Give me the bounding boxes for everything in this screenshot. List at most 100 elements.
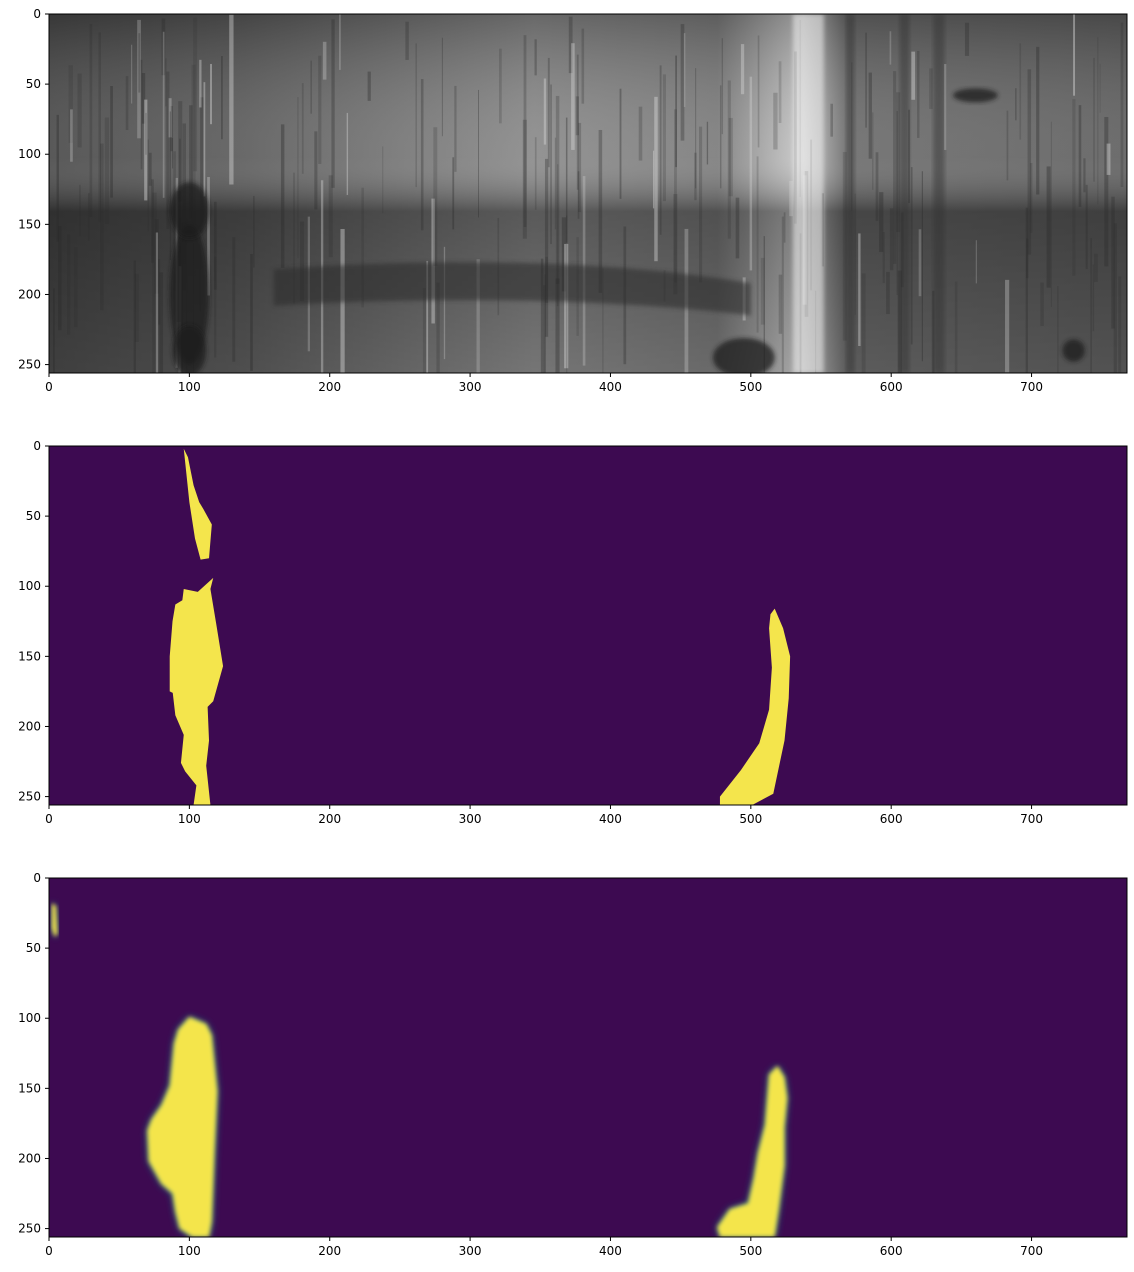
surface-streak xyxy=(1036,46,1040,195)
x-tick-label: 400 xyxy=(599,380,622,394)
surface-streak xyxy=(1120,22,1124,187)
y-tick-label: 150 xyxy=(18,1081,41,1095)
surface-streak xyxy=(422,288,426,373)
surface-streak xyxy=(1078,105,1082,207)
surface-streak xyxy=(138,33,141,93)
surface-streak xyxy=(581,28,585,104)
surface-streak xyxy=(550,84,552,245)
surface-streak xyxy=(213,201,217,290)
x-tick-label: 100 xyxy=(178,812,201,826)
surface-streak xyxy=(89,23,93,218)
x-tick-label: 500 xyxy=(739,812,762,826)
surface-streak xyxy=(232,237,236,362)
x-tick-label: 0 xyxy=(45,380,53,394)
dark-defect xyxy=(172,325,207,373)
surface-streak xyxy=(534,137,537,210)
surface-streak xyxy=(125,76,129,131)
surface-streak xyxy=(680,24,685,141)
surface-streak xyxy=(719,85,722,189)
surface-streak xyxy=(523,35,527,227)
surface-streak xyxy=(145,112,147,155)
surface-streak xyxy=(154,219,159,294)
surface-streak xyxy=(943,64,947,150)
x-tick-label: 400 xyxy=(599,1244,622,1258)
surface-streak xyxy=(1027,69,1032,255)
x-tick-label: 600 xyxy=(880,1244,903,1258)
surface-streak xyxy=(694,152,697,201)
surface-streak xyxy=(638,106,643,161)
x-tick-label: 600 xyxy=(880,380,903,394)
mask-region xyxy=(183,448,212,560)
surface-streak xyxy=(229,14,234,185)
surface-streak xyxy=(87,193,90,241)
mask-region xyxy=(147,1016,218,1237)
surface-streak xyxy=(728,117,733,197)
y-tick-label: 150 xyxy=(18,217,41,231)
x-tick-label: 400 xyxy=(599,812,622,826)
surface-streak xyxy=(134,273,139,342)
surface-streak xyxy=(683,33,686,108)
surface-streak xyxy=(706,121,709,165)
surface-streak xyxy=(1083,158,1086,193)
surface-streak xyxy=(598,129,603,293)
surface-streak xyxy=(214,256,217,358)
dark-defect xyxy=(712,337,775,373)
surface-streak xyxy=(346,112,349,195)
surface-streak xyxy=(361,187,364,308)
panel-2-image xyxy=(49,446,1127,805)
y-tick-label: 50 xyxy=(26,77,41,91)
x-tick-label: 300 xyxy=(459,380,482,394)
surface-streak xyxy=(673,193,678,295)
surface-streak xyxy=(577,171,580,219)
surface-streak xyxy=(140,59,143,170)
x-tick-label: 0 xyxy=(45,812,53,826)
surface-streak xyxy=(420,78,424,231)
surface-streak xyxy=(889,31,892,65)
surface-streak xyxy=(1005,279,1010,373)
x-tick-label: 200 xyxy=(318,380,341,394)
surface-streak xyxy=(169,111,171,260)
surface-streak xyxy=(147,139,149,232)
surface-streak xyxy=(1073,14,1076,96)
surface-streak xyxy=(778,61,782,124)
surface-streak xyxy=(889,208,894,271)
surface-streak xyxy=(1097,37,1099,205)
surface-streak xyxy=(68,65,73,143)
surface-streak xyxy=(110,86,113,198)
surface-streak xyxy=(77,73,82,148)
surface-streak xyxy=(756,156,759,333)
x-tick-label: 0 xyxy=(45,1244,53,1258)
surface-streak xyxy=(170,106,173,152)
surface-streak xyxy=(172,138,174,169)
surface-streak xyxy=(740,44,745,95)
surface-streak xyxy=(426,260,429,373)
y-tick-label: 50 xyxy=(26,941,41,955)
surface-streak xyxy=(1072,99,1076,276)
axes-frame xyxy=(48,13,1128,374)
surface-streak xyxy=(441,37,443,137)
surface-streak xyxy=(561,217,567,292)
surface-streak xyxy=(58,226,62,331)
surface-streak xyxy=(522,119,527,239)
surface-streak xyxy=(131,44,133,104)
surface-streak xyxy=(133,260,136,373)
surface-streak xyxy=(575,96,579,136)
surface-streak xyxy=(67,234,71,335)
surface-streak xyxy=(318,55,322,165)
mask-region xyxy=(717,1065,788,1237)
surface-streak xyxy=(158,259,161,325)
surface-streak xyxy=(954,281,958,373)
y-tick-label: 250 xyxy=(18,1222,41,1236)
surface-streak xyxy=(879,192,884,252)
surface-streak xyxy=(773,92,778,150)
dark-defect xyxy=(169,182,210,239)
surface-streak xyxy=(141,73,146,124)
dark-defect xyxy=(169,224,210,365)
surface-streak xyxy=(540,258,544,373)
surface-streak xyxy=(854,193,856,315)
surface-streak xyxy=(1025,207,1028,373)
surface-streak xyxy=(1006,110,1009,181)
surface-streak xyxy=(382,146,384,214)
dark-vertical-band xyxy=(899,14,910,373)
surface-streak xyxy=(159,272,164,373)
